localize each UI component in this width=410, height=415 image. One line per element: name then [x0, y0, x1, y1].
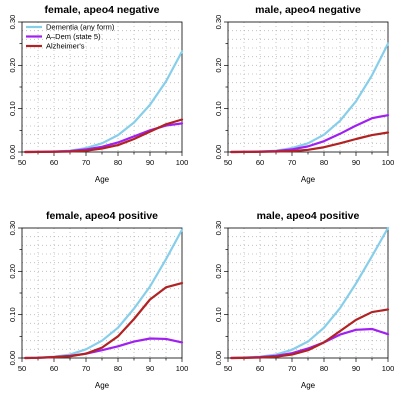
y-tick-label: 0.10	[214, 307, 223, 322]
y-tick-label: 0.00	[8, 351, 17, 366]
series-line-alzheimers	[230, 308, 390, 360]
series-line-alzheimers	[230, 131, 390, 154]
grid-lines	[228, 228, 388, 358]
x-tick-label: 50	[224, 364, 232, 373]
legend-entry: Alzheimer's	[46, 42, 85, 51]
y-tick-label: 0.20	[8, 264, 17, 279]
y-tick-label: 0.20	[214, 58, 223, 73]
x-axis-label: Age	[301, 175, 316, 184]
x-tick-label: 70	[82, 364, 90, 373]
x-axis-label: Age	[95, 175, 110, 184]
x-tick-label: 100	[382, 158, 395, 167]
panel-title: male, apeo4 positive	[257, 210, 360, 222]
series-line-alzheimers	[24, 281, 184, 360]
y-tick-label: 0.20	[8, 58, 17, 73]
x-tick-label: 80	[320, 158, 328, 167]
x-tick-label: 60	[50, 158, 58, 167]
legend: Dementia (any form)A–Dem (state 5)Alzhei…	[26, 23, 115, 51]
x-tick-label: 70	[288, 364, 296, 373]
y-tick-label: 0.30	[8, 15, 17, 30]
x-tick-label: 100	[176, 364, 189, 373]
x-tick-label: 80	[114, 158, 122, 167]
x-tick-label: 80	[114, 364, 122, 373]
series-line-adem	[24, 337, 184, 360]
chart-panel-3: female, apeo4 positive 50 60 70 80 90 100 Age 0.…	[8, 210, 188, 390]
series-line-dementia	[230, 42, 390, 154]
x-axis-label: Age	[95, 381, 110, 390]
series-line-dementia	[24, 50, 184, 154]
x-tick-label: 50	[224, 158, 232, 167]
y-tick-label: 0.10	[8, 101, 17, 116]
panel-title: male, apeo4 negative	[255, 4, 361, 16]
panel-title: female, apeo4 positive	[46, 210, 158, 222]
chart-panel-4: male, apeo4 positive 50 60 70 80 90 100 Age 0.00…	[214, 210, 394, 390]
x-tick-label: 50	[18, 158, 26, 167]
x-tick-label: 90	[146, 158, 154, 167]
y-tick-label: 0.10	[214, 101, 223, 116]
y-tick-label: 0.30	[214, 15, 223, 30]
y-tick-label: 0.00	[8, 145, 17, 160]
y-tick-label: 0.30	[8, 221, 17, 236]
chart-panel-1: female, apeo4 negative 50 60 70 80 90 100 Age 0.…	[8, 4, 188, 184]
x-tick-label: 60	[256, 158, 264, 167]
y-tick-label: 0.10	[8, 307, 17, 322]
x-tick-label: 100	[382, 364, 395, 373]
series-line-dementia	[230, 226, 390, 360]
y-tick-label: 0.00	[214, 351, 223, 366]
series-line-adem	[230, 114, 390, 154]
x-tick-label: 100	[176, 158, 189, 167]
x-tick-label: 60	[50, 364, 58, 373]
x-axis-label: Age	[301, 381, 316, 390]
x-tick-label: 90	[146, 364, 154, 373]
y-tick-label: 0.30	[214, 221, 223, 236]
y-tick-label: 0.00	[214, 145, 223, 160]
x-tick-label: 90	[352, 158, 360, 167]
x-tick-label: 80	[320, 364, 328, 373]
y-tick-label: 0.20	[214, 264, 223, 279]
series-line-adem	[230, 327, 390, 360]
x-tick-label: 90	[352, 364, 360, 373]
series-line-alzheimers	[24, 118, 184, 154]
x-tick-label: 50	[18, 364, 26, 373]
legend-entry: Dementia (any form)	[46, 23, 115, 32]
x-tick-label: 70	[82, 158, 90, 167]
panel-title: female, apeo4 negative	[45, 4, 160, 16]
chart-panel-2: male, apeo4 negative 50 60 70 80 90 100 Age 0.00…	[214, 4, 394, 184]
legend-entry: A–Dem (state 5)	[46, 32, 101, 41]
x-tick-label: 60	[256, 364, 264, 373]
x-tick-label: 70	[288, 158, 296, 167]
